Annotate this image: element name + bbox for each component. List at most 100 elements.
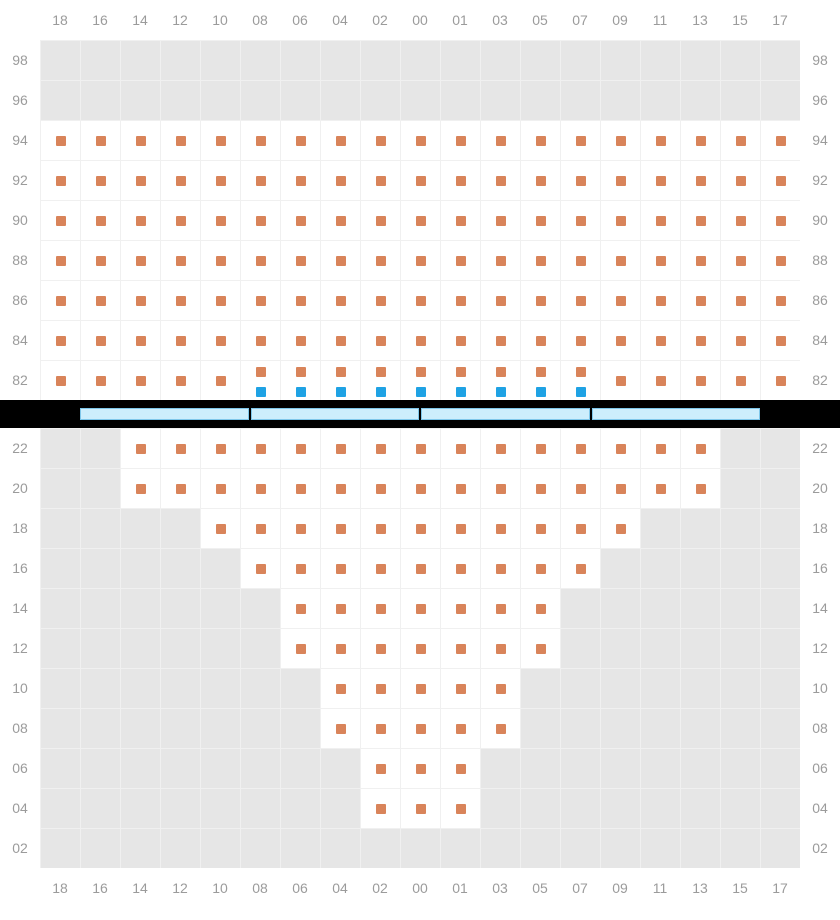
seat-cell[interactable] xyxy=(400,360,440,400)
seat-cell[interactable] xyxy=(80,200,120,240)
seat-cell[interactable] xyxy=(640,240,680,280)
seat-cell[interactable] xyxy=(640,280,680,320)
seat-cell[interactable] xyxy=(120,468,160,508)
seat-cell[interactable] xyxy=(640,320,680,360)
seat-cell[interactable] xyxy=(440,160,480,200)
seat-cell[interactable] xyxy=(280,508,320,548)
seat-cell[interactable] xyxy=(440,548,480,588)
seat-cell[interactable] xyxy=(400,708,440,748)
seat-cell[interactable] xyxy=(40,320,80,360)
seat-cell[interactable] xyxy=(40,120,80,160)
seat-cell[interactable] xyxy=(720,240,760,280)
seat-cell[interactable] xyxy=(360,160,400,200)
seat-cell[interactable] xyxy=(200,240,240,280)
seat-cell[interactable] xyxy=(360,240,400,280)
seat-cell[interactable] xyxy=(720,320,760,360)
seat-cell[interactable] xyxy=(120,320,160,360)
seat-cell[interactable] xyxy=(360,280,400,320)
seat-cell[interactable] xyxy=(160,120,200,160)
seat-cell[interactable] xyxy=(320,320,360,360)
seat-cell[interactable] xyxy=(680,160,720,200)
seat-cell[interactable] xyxy=(520,588,560,628)
seat-cell[interactable] xyxy=(200,428,240,468)
seat-cell[interactable] xyxy=(520,120,560,160)
seat-cell[interactable] xyxy=(280,428,320,468)
seat-cell[interactable] xyxy=(400,468,440,508)
seat-cell[interactable] xyxy=(360,200,400,240)
seat-cell[interactable] xyxy=(720,120,760,160)
seat-cell[interactable] xyxy=(320,708,360,748)
seat-cell[interactable] xyxy=(480,360,520,400)
seat-cell[interactable] xyxy=(200,200,240,240)
seat-cell[interactable] xyxy=(760,120,800,160)
seat-cell[interactable] xyxy=(80,280,120,320)
seat-cell[interactable] xyxy=(520,280,560,320)
seat-cell[interactable] xyxy=(600,320,640,360)
seat-cell[interactable] xyxy=(480,120,520,160)
seat-cell[interactable] xyxy=(560,468,600,508)
seat-cell[interactable] xyxy=(160,240,200,280)
seat-cell[interactable] xyxy=(280,200,320,240)
seat-cell[interactable] xyxy=(600,200,640,240)
seat-cell[interactable] xyxy=(360,320,400,360)
seat-cell[interactable] xyxy=(320,668,360,708)
seat-cell[interactable] xyxy=(200,280,240,320)
seat-cell[interactable] xyxy=(360,468,400,508)
seat-cell[interactable] xyxy=(680,320,720,360)
seat-cell[interactable] xyxy=(400,788,440,828)
seat-cell[interactable] xyxy=(80,160,120,200)
seat-cell[interactable] xyxy=(360,708,400,748)
seat-cell[interactable] xyxy=(680,120,720,160)
seat-cell[interactable] xyxy=(280,240,320,280)
seat-cell[interactable] xyxy=(560,428,600,468)
seat-cell[interactable] xyxy=(240,508,280,548)
seat-cell[interactable] xyxy=(160,468,200,508)
seat-cell[interactable] xyxy=(480,160,520,200)
seat-cell[interactable] xyxy=(520,428,560,468)
seat-cell[interactable] xyxy=(760,160,800,200)
seat-cell[interactable] xyxy=(320,280,360,320)
seat-cell[interactable] xyxy=(520,468,560,508)
seat-cell[interactable] xyxy=(120,160,160,200)
seat-cell[interactable] xyxy=(200,320,240,360)
seat-cell[interactable] xyxy=(480,628,520,668)
seat-cell[interactable] xyxy=(40,200,80,240)
seat-cell[interactable] xyxy=(280,468,320,508)
seat-cell[interactable] xyxy=(520,200,560,240)
seat-cell[interactable] xyxy=(680,428,720,468)
seat-cell[interactable] xyxy=(120,360,160,400)
seat-cell[interactable] xyxy=(160,428,200,468)
seat-cell[interactable] xyxy=(400,240,440,280)
seat-cell[interactable] xyxy=(400,320,440,360)
seat-cell[interactable] xyxy=(120,200,160,240)
seat-cell[interactable] xyxy=(160,280,200,320)
seat-cell[interactable] xyxy=(360,360,400,400)
seat-cell[interactable] xyxy=(440,360,480,400)
seat-cell[interactable] xyxy=(280,280,320,320)
seat-cell[interactable] xyxy=(720,360,760,400)
seat-cell[interactable] xyxy=(440,120,480,160)
seat-cell[interactable] xyxy=(280,360,320,400)
seat-cell[interactable] xyxy=(240,428,280,468)
seat-cell[interactable] xyxy=(440,708,480,748)
seat-cell[interactable] xyxy=(320,200,360,240)
seat-cell[interactable] xyxy=(400,428,440,468)
seat-cell[interactable] xyxy=(600,240,640,280)
seat-cell[interactable] xyxy=(440,468,480,508)
seat-cell[interactable] xyxy=(760,280,800,320)
seat-cell[interactable] xyxy=(240,548,280,588)
seat-cell[interactable] xyxy=(480,468,520,508)
seat-cell[interactable] xyxy=(480,320,520,360)
seat-cell[interactable] xyxy=(560,120,600,160)
seat-cell[interactable] xyxy=(240,240,280,280)
seat-cell[interactable] xyxy=(240,468,280,508)
seat-cell[interactable] xyxy=(520,548,560,588)
seat-cell[interactable] xyxy=(400,628,440,668)
seat-cell[interactable] xyxy=(480,508,520,548)
seat-cell[interactable] xyxy=(440,240,480,280)
seat-cell[interactable] xyxy=(680,280,720,320)
seat-cell[interactable] xyxy=(480,668,520,708)
seat-cell[interactable] xyxy=(80,360,120,400)
seat-cell[interactable] xyxy=(680,468,720,508)
seat-cell[interactable] xyxy=(320,360,360,400)
